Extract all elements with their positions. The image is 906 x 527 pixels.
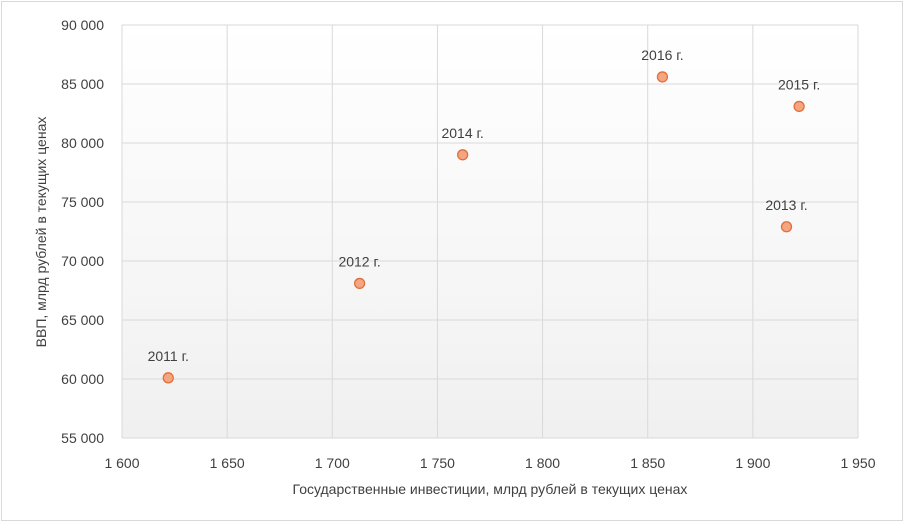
y-axis-title: ВВП, млрд рублей в текущих ценах	[33, 117, 49, 348]
data-point	[780, 221, 793, 233]
grid-lines	[121, 24, 859, 439]
data-points	[162, 71, 805, 384]
y-tick-label: 65 000	[61, 312, 104, 328]
x-tick-label: 1 650	[210, 455, 245, 471]
data-point	[162, 372, 174, 384]
data-label: 2015 г.	[778, 76, 820, 92]
x-tick-label: 1 950	[840, 455, 875, 471]
y-tick-label: 70 000	[61, 253, 104, 269]
data-point	[457, 149, 469, 161]
data-label: 2011 г.	[148, 348, 189, 364]
x-tick-labels: 1 600 1 650 1 700 1 750 1 800 1 850 1 900 1 950	[104, 455, 875, 471]
x-axis-title: Государственные инвестиции, млрд рублей …	[293, 481, 688, 497]
data-labels: 2011 г. 2012 г. 2013 г. 2014 г. 2015 г. 2016 …	[148, 47, 821, 364]
x-tick-label: 1 700	[315, 455, 350, 471]
y-tick-label: 85 000	[61, 76, 104, 92]
x-tick-label: 1 850	[630, 455, 665, 471]
y-tick-label: 60 000	[61, 371, 104, 387]
plot-area	[122, 25, 858, 438]
x-tick-label: 1 800	[525, 455, 560, 471]
y-tick-label: 80 000	[61, 135, 104, 151]
y-tick-labels: 55 000 60 000 65 000 70 000 75 000 80 000 85 0…	[61, 17, 104, 446]
data-label: 2014 г.	[441, 125, 483, 141]
x-tick-label: 1 900	[735, 455, 770, 471]
data-label: 2016 г.	[641, 47, 683, 63]
data-point	[353, 277, 366, 290]
x-tick-label: 1 600	[104, 455, 139, 471]
y-tick-label: 75 000	[61, 194, 104, 210]
y-tick-label: 55 000	[61, 430, 104, 446]
data-point	[793, 100, 805, 113]
y-tick-label: 90 000	[61, 17, 104, 33]
data-point	[656, 71, 669, 83]
data-label: 2012 г.	[338, 253, 380, 269]
x-tick-label: 1 750	[420, 455, 455, 471]
data-label: 2013 г.	[765, 197, 807, 213]
